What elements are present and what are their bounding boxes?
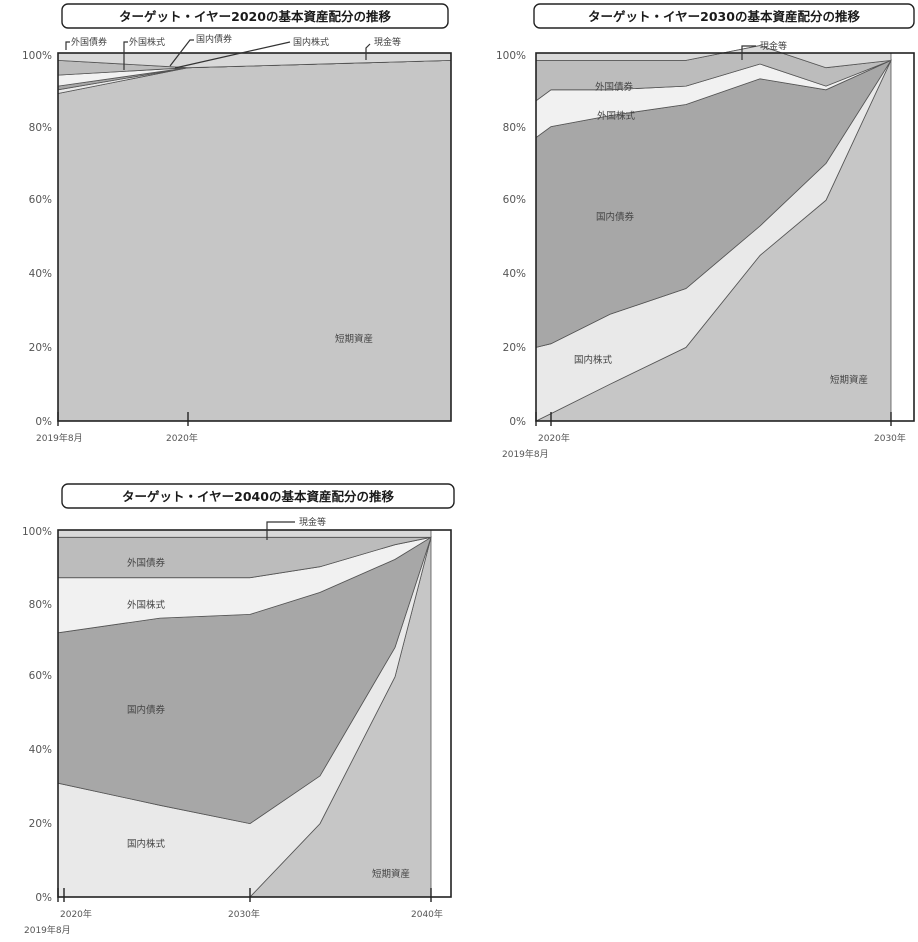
chart-2020-title: ターゲット・イヤー2020の基本資産配分の推移 [119,9,391,24]
chart-2040-callout-line-cash [266,521,295,540]
chart-2030-x-axis: 2020年 2019年8月 2030年 [502,412,906,460]
chart-2020-ytick-100: 100% [22,50,52,62]
chart-2040-ytick-60: 60% [29,670,52,682]
chart-2040-areas [57,529,452,898]
chart-2030-xtick-2020: 2020年 [538,432,570,444]
callout-label-fb: 外国債券 [71,36,107,48]
chart-2040-ytick-80: 80% [29,599,52,611]
plot-frame [535,52,915,422]
chart-2030-label-fs: 外国株式 [597,110,636,122]
callout-line-db [169,39,194,67]
chart-2030-xtick-start: 2019年8月 [502,448,549,460]
chart-2040-label-short: 短期資産 [372,868,410,880]
chart-2030-ytick-20: 20% [503,342,526,354]
chart-2020: ターゲット・イヤー2020の基本資産配分の推移 外国債券 外国株式 国内債券 国… [22,3,452,444]
chart-2020-callouts: 外国債券 外国株式 国内債券 国内株式 現金等 [65,33,401,70]
chart-2020-title-box [61,3,449,29]
chart-2030-ytick-60: 60% [503,194,526,206]
chart-2030-callout-cash: 現金等 [760,40,787,52]
chart-2040-label-ds: 国内株式 [127,838,166,850]
chart-2030-label-short: 短期資産 [830,374,868,386]
chart-2020-ytick-80: 80% [29,122,52,134]
chart-2030: ターゲット・イヤー2030の基本資産配分の推移 現金等 外国債券 外国株式 国内… [496,3,915,460]
chart-2040-callout-cash: 現金等 [299,516,326,528]
chart-2030-label-db: 国内債券 [596,211,635,223]
chart-2030-y-axis: 0% 20% 40% 60% 80% 100% [496,50,526,428]
chart-2020-ytick-0: 0% [35,416,52,428]
chart-2040-label-fs: 外国株式 [127,599,166,611]
callout-label-db: 国内債券 [196,33,232,45]
callout-line-fs [123,41,128,70]
chart-2040-ytick-100: 100% [22,526,52,538]
chart-2040-ytick-0: 0% [35,892,52,904]
chart-2030-ytick-0: 0% [509,416,526,428]
plot-frame [57,529,452,898]
chart-2030-areas [535,45,915,422]
callout-label-cash: 現金等 [374,36,401,48]
chart-2020-xtick-2020: 2020年 [166,432,198,444]
chart-2030-label-ds: 国内株式 [574,354,613,366]
chart-2020-label-short: 短期資産 [335,333,373,345]
chart-2020-ytick-20: 20% [29,342,52,354]
chart-2040-title: ターゲット・イヤー2040の基本資産配分の推移 [122,489,394,504]
chart-2020-areas [57,52,452,422]
callout-label-ds: 国内株式 [293,36,329,48]
area-cash [57,529,432,538]
chart-2040-ytick-20: 20% [29,818,52,830]
chart-2020-ytick-40: 40% [29,268,52,280]
chart-2030-ytick-80: 80% [503,122,526,134]
callout-line-fb [65,41,70,50]
plot-frame [57,52,452,422]
chart-2030-label-fb: 外国債券 [595,81,634,93]
chart-2030-ytick-100: 100% [496,50,526,62]
chart-2040-label-db: 国内債券 [127,704,166,716]
area-short [57,59,452,422]
chart-2040-xtick-start: 2019年8月 [24,924,71,936]
chart-2020-x-axis: 2019年8月 2020年 [36,412,198,444]
chart-2020-xtick-start: 2019年8月 [36,432,83,444]
callout-line-cash [365,43,371,60]
chart-2040-y-axis: 0% 20% 40% 60% 80% 100% [22,526,52,904]
chart-2040-xtick-2040: 2040年 [411,908,443,920]
chart-2020-y-axis: 0% 20% 40% 60% 80% 100% [22,50,52,428]
callout-line-ds [174,41,291,69]
chart-2030-ytick-40: 40% [503,268,526,280]
chart-2040-label-fb: 外国債券 [127,557,166,569]
chart-2030-title-box [533,3,915,29]
chart-2030-callout-line-cash [741,45,756,60]
chart-2040-ytick-40: 40% [29,744,52,756]
chart-2040-x-axis: 2020年 2019年8月 2030年 2040年 [24,888,443,936]
callout-label-fs: 外国株式 [129,36,165,48]
chart-2030-xtick-2030: 2030年 [874,432,906,444]
chart-2020-ytick-60: 60% [29,194,52,206]
chart-2040-xtick-2030: 2030年 [228,908,260,920]
chart-2030-title: ターゲット・イヤー2030の基本資産配分の推移 [588,9,860,24]
chart-2040-xtick-2020: 2020年 [60,908,92,920]
chart-2040: ターゲット・イヤー2040の基本資産配分の推移 現金等 外国債券 外国株式 国内… [22,483,455,936]
chart-2040-title-box [61,483,455,509]
